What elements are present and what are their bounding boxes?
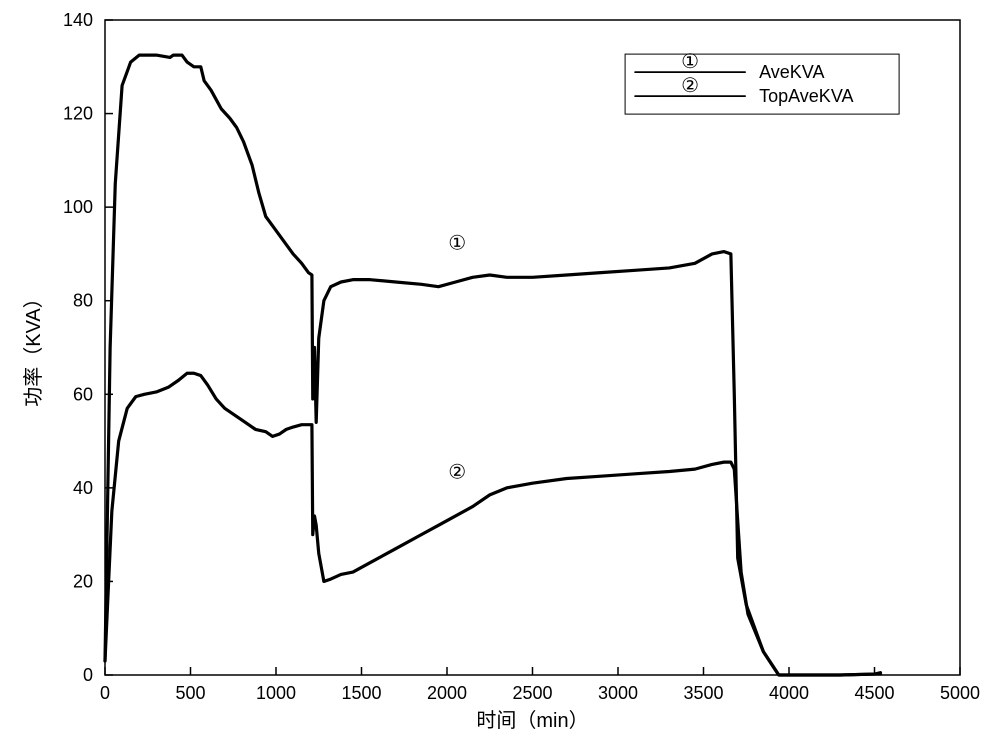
legend-marker: ① <box>681 51 699 73</box>
series-annotation-TopAveKVA: ② <box>448 462 466 484</box>
y-tick-label: 120 <box>63 104 93 124</box>
series-annotation-AveKVA: ① <box>448 232 466 254</box>
y-tick-label: 20 <box>73 571 93 591</box>
legend-marker: ② <box>681 75 699 97</box>
y-tick-label: 80 <box>73 291 93 311</box>
y-tick-label: 40 <box>73 478 93 498</box>
x-tick-label: 1500 <box>341 683 381 703</box>
x-tick-label: 1000 <box>256 683 296 703</box>
series-line-TopAveKVA <box>105 373 880 675</box>
legend-label: AveKVA <box>759 62 824 82</box>
chart-container: 0500100015002000250030003500400045005000… <box>0 0 1000 742</box>
x-tick-label: 4000 <box>769 683 809 703</box>
y-axis-title: 功率（KVA） <box>22 288 45 407</box>
y-tick-label: 100 <box>63 197 93 217</box>
line-chart: 0500100015002000250030003500400045005000… <box>0 0 1000 742</box>
x-tick-label: 2000 <box>427 683 467 703</box>
y-tick-label: 0 <box>83 665 93 685</box>
x-tick-label: 3500 <box>683 683 723 703</box>
plot-border <box>105 20 960 675</box>
x-tick-label: 3000 <box>598 683 638 703</box>
series-line-AveKVA <box>105 55 880 675</box>
x-tick-label: 4500 <box>854 683 894 703</box>
x-tick-label: 2500 <box>512 683 552 703</box>
x-axis-title: 时间（min） <box>476 709 588 732</box>
legend-label: TopAveKVA <box>759 86 853 106</box>
y-tick-label: 60 <box>73 384 93 404</box>
x-tick-label: 5000 <box>940 683 980 703</box>
x-tick-label: 0 <box>100 683 110 703</box>
y-tick-label: 140 <box>63 10 93 30</box>
x-tick-label: 500 <box>175 683 205 703</box>
